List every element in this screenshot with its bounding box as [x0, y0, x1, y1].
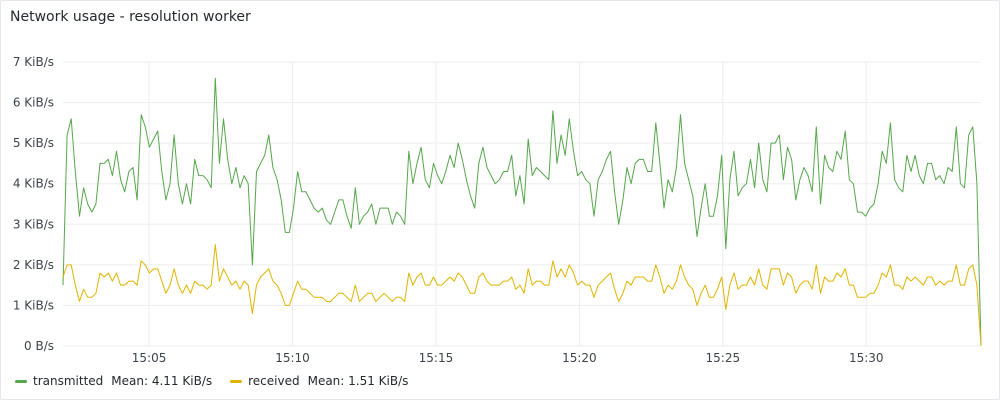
legend-label-transmitted: transmitted — [33, 374, 104, 388]
y-tick-label: 4 KiB/s — [13, 177, 54, 191]
legend-stat-received: Mean: 1.51 KiB/s — [307, 374, 409, 388]
legend-item-transmitted[interactable]: transmitted Mean: 4.11 KiB/s — [15, 374, 212, 388]
legend-item-received[interactable]: received Mean: 1.51 KiB/s — [230, 374, 408, 388]
y-tick-label: 1 KiB/s — [13, 298, 54, 312]
x-axis: 15:05 15:10 15:15 15:20 15:25 15:30 — [132, 351, 884, 365]
y-tick-label: 3 KiB/s — [13, 217, 54, 231]
series-line-transmitted[interactable] — [62, 77, 982, 347]
x-tick-label: 15:05 — [132, 351, 167, 365]
legend-swatch-transmitted — [15, 379, 27, 383]
x-tick-label: 15:15 — [419, 351, 454, 365]
x-tick-label: 15:30 — [849, 351, 884, 365]
x-tick-label: 15:20 — [562, 351, 597, 365]
series-line-received[interactable] — [62, 244, 982, 347]
y-tick-label: 7 KiB/s — [13, 55, 54, 69]
y-tick-label: 6 KiB/s — [13, 96, 54, 110]
legend-label-received: received — [248, 374, 300, 388]
legend: transmitted Mean: 4.11 KiB/s received Me… — [15, 374, 408, 388]
y-tick-label: 0 B/s — [24, 339, 54, 353]
y-tick-label: 5 KiB/s — [13, 136, 54, 150]
panel-title[interactable]: Network usage - resolution worker — [10, 9, 251, 25]
y-axis: 0 B/s 1 KiB/s 2 KiB/s 3 KiB/s 4 KiB/s 5 KiB/s… — [13, 55, 54, 353]
grid-lines — [63, 61, 981, 347]
legend-stat-transmitted: Mean: 4.11 KiB/s — [111, 374, 213, 388]
y-tick-label: 2 KiB/s — [13, 258, 54, 272]
x-tick-label: 15:25 — [706, 351, 741, 365]
legend-swatch-received — [230, 379, 243, 383]
x-tick-label: 15:10 — [275, 351, 310, 365]
series-lines — [62, 77, 982, 347]
